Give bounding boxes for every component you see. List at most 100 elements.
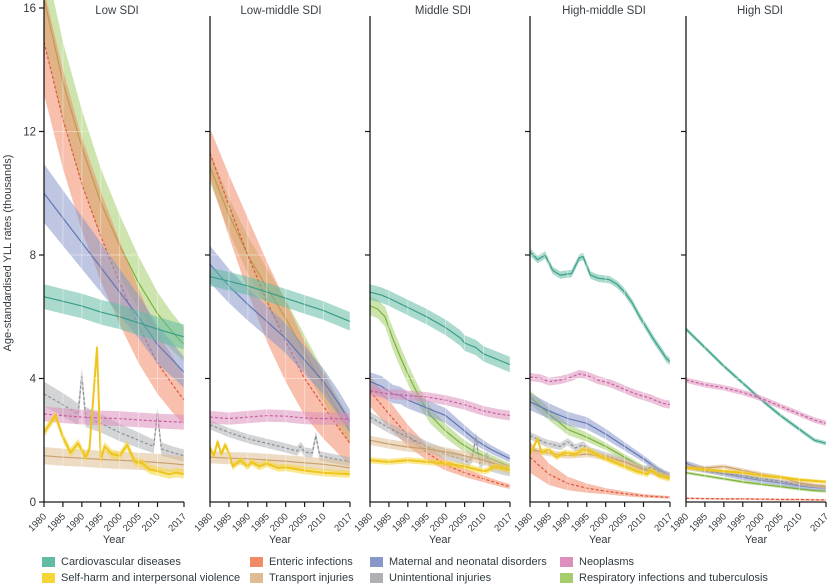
x-axis-title: Year (745, 534, 768, 546)
x-tick-label: 1995 (249, 511, 272, 534)
x-tick-label: 2017 (492, 511, 515, 534)
x-axis-title: Year (589, 534, 612, 546)
cardiovascular-line (44, 296, 185, 338)
y-tick-label: 4 (30, 374, 37, 386)
legend-item-selfharm: Self-harm and interpersonal violence (42, 570, 240, 586)
selfharm-line (210, 440, 351, 476)
legend-label: Self-harm and interpersonal violence (61, 572, 241, 584)
neoplasms-line (210, 415, 351, 420)
legend-item-maternal: Maternal and neonatal disorders (370, 554, 547, 570)
x-tick-label: 1990 (230, 511, 253, 534)
transport-uncertainty-band (370, 435, 510, 475)
x-tick-label: 1985 (45, 511, 68, 534)
legend-label: Unintentional injuries (389, 572, 492, 584)
neoplasms-line (44, 413, 185, 423)
legend-label: Respiratory infections and tuberculosis (579, 572, 768, 584)
y-tick-label: 16 (23, 3, 36, 15)
enteric-uncertainty-band (530, 441, 670, 499)
x-tick-label: 2000 (102, 511, 125, 534)
unintentional-uncertainty-band (210, 420, 350, 467)
x-tick-label: 1995 (569, 511, 592, 534)
x-axis-title: Year (103, 534, 126, 546)
maternal-swatch-icon (370, 557, 383, 567)
x-axis-title: Year (429, 534, 452, 546)
legend-label: Cardiovascular diseases (61, 556, 181, 568)
panel-0-series (44, 0, 185, 502)
legend-item-unintentional: Unintentional injuries (370, 570, 547, 586)
legend-item-respiratory: Respiratory infections and tuberculosis (560, 570, 768, 586)
neoplasms-uncertainty-band (210, 409, 350, 426)
selfharm-line (370, 459, 511, 473)
legend-column-3: Maternal and neonatal disorders Unintent… (370, 554, 547, 586)
transport-swatch-icon (250, 573, 263, 583)
panel-title-low-sdi: Low SDI (95, 5, 139, 17)
legend-column-1: Cardiovascular diseases Self-harm and in… (42, 554, 240, 586)
neoplasms-line (530, 373, 671, 406)
cardiovascular-line (210, 276, 351, 322)
maternal-line (210, 263, 351, 423)
legend-label: Maternal and neonatal disorders (389, 556, 547, 568)
legend-label: Neoplasms (579, 556, 635, 568)
x-tick-label: 2017 (808, 511, 830, 534)
x-tick-label: 2017 (332, 511, 355, 534)
x-tick-label: 2000 (268, 511, 291, 534)
x-tick-label: 2005 (607, 511, 630, 534)
x-tick-label: 2010 (626, 511, 649, 534)
selfharm-line (686, 467, 827, 483)
legend-item-enteric: Enteric infections (250, 554, 354, 570)
panel-3-series (530, 18, 671, 502)
x-tick-label: 2010 (466, 511, 489, 534)
panel-title-middle-sdi: Middle SDI (414, 5, 472, 17)
neoplasms-line (686, 379, 827, 424)
unintentional-uncertainty-band (44, 366, 184, 462)
x-tick-label: 2010 (782, 511, 805, 534)
x-tick-label: 1990 (706, 511, 729, 534)
x-tick-label: 1985 (531, 511, 554, 534)
unintentional-line (210, 424, 351, 463)
x-tick-label: 1995 (409, 511, 432, 534)
x-tick-label: 1990 (550, 511, 573, 534)
x-tick-label: 2010 (140, 511, 163, 534)
y-tick-label: 0 (30, 497, 36, 509)
cardiovascular-uncertainty-band (530, 248, 670, 366)
legend-item-transport: Transport injuries (250, 570, 354, 586)
legend-column-2: Enteric infections Transport injuries (250, 554, 354, 586)
enteric-line (686, 497, 826, 501)
unintentional-uncertainty-band (370, 411, 510, 477)
selfharm-line (44, 346, 185, 476)
legend-label: Transport injuries (269, 572, 354, 584)
respiratory-uncertainty-band (370, 296, 510, 470)
neoplasms-uncertainty-band (686, 377, 826, 426)
x-tick-label: 1995 (83, 511, 106, 534)
neoplasms-uncertainty-band (370, 385, 510, 421)
x-tick-label: 2017 (166, 511, 189, 534)
cardiovascular-uncertainty-band (44, 284, 184, 350)
x-tick-label: 1980 (192, 511, 215, 534)
neoplasms-swatch-icon (560, 557, 573, 567)
enteric-line (530, 456, 671, 498)
transport-line (210, 456, 351, 469)
respiratory-swatch-icon (560, 573, 573, 583)
cardiovascular-uncertainty-band (210, 267, 350, 331)
x-tick-label: 2000 (588, 511, 611, 534)
x-tick-label: 2005 (763, 511, 786, 534)
x-tick-label: 2000 (744, 511, 767, 534)
x-tick-label: 1980 (668, 511, 691, 534)
panel-title-low-middle-sdi: Low-middle SDI (240, 5, 322, 17)
unintentional-swatch-icon (370, 573, 383, 583)
x-tick-label: 1980 (512, 511, 535, 534)
x-axis-title: Year (269, 534, 292, 546)
x-tick-label: 1990 (390, 511, 413, 534)
neoplasms-line (370, 390, 511, 417)
x-tick-label: 1980 (26, 511, 49, 534)
x-tick-label: 1980 (352, 511, 375, 534)
cardiovascular-line (370, 291, 511, 366)
legend-item-neoplasms: Neoplasms (560, 554, 768, 570)
enteric-swatch-icon (250, 557, 263, 567)
chart-legend: Cardiovascular diseases Self-harm and in… (0, 554, 830, 588)
panel-title-high-middle-sdi: High-middle SDI (562, 5, 646, 17)
cardiovascular-swatch-icon (42, 557, 55, 567)
x-tick-label: 1995 (725, 511, 748, 534)
